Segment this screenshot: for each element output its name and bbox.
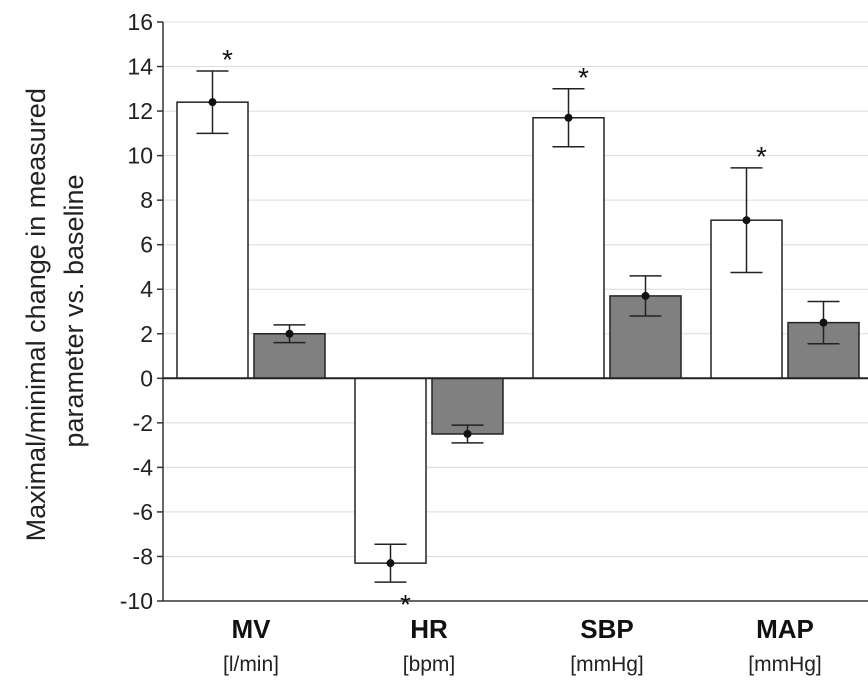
bar-sbp-1 [532, 117, 605, 380]
mean-point [463, 429, 472, 438]
category-labels: MV [l/min] HR [bpm] SBP [mmHg] MAP [mmHg] [223, 614, 822, 676]
y-tick-label: -4 [133, 454, 154, 480]
y-tick-label: -2 [133, 410, 153, 436]
significance-markers: * * * * [222, 44, 767, 620]
y-axis-label: Maximal/minimal change in measured param… [21, 81, 89, 542]
y-tick-label: 2 [140, 321, 153, 347]
mean-point [819, 318, 828, 327]
bar-hr-1 [354, 377, 427, 564]
mean-point [641, 291, 650, 300]
gridlines [163, 21, 868, 557]
y-tick-label: 12 [127, 98, 153, 124]
y-tick-label: 0 [140, 365, 153, 391]
category-unit-mv: [l/min] [223, 653, 279, 676]
y-tick-label: -6 [133, 499, 153, 525]
y-axis-label-line-2: parameter vs. baseline [59, 174, 89, 447]
y-tick-label: 10 [127, 143, 153, 169]
category-label-sbp: SBP [580, 614, 633, 644]
y-tick-label: 6 [140, 232, 153, 258]
significance-star: * [222, 44, 233, 75]
mean-point [742, 216, 751, 225]
axes [162, 22, 868, 602]
category-unit-sbp: [mmHg] [570, 653, 644, 676]
category-unit-hr: [bpm] [403, 653, 456, 676]
category-label-map: MAP [756, 614, 814, 644]
mean-point [208, 98, 217, 107]
category-unit-map: [mmHg] [748, 653, 822, 676]
category-label-hr: HR [410, 614, 448, 644]
bar-mv-1 [176, 101, 249, 380]
significance-star: * [578, 62, 589, 93]
category-label-mv: MV [232, 614, 272, 644]
mean-point [564, 113, 573, 122]
y-axis-label-line-1: Maximal/minimal change in measured [21, 88, 51, 541]
y-tick-label: 4 [140, 276, 153, 302]
bars [176, 101, 860, 564]
mean-point [386, 559, 395, 568]
y-tick-label: -10 [120, 588, 153, 614]
y-tick-label: -8 [133, 543, 153, 569]
y-tick-label: 16 [127, 9, 153, 35]
mean-point [285, 329, 294, 338]
significance-star: * [400, 589, 411, 620]
y-tick-labels: 16 14 12 10 8 6 4 2 0 -2 -4 -6 -8 -10 [120, 9, 163, 614]
y-tick-label: 8 [140, 187, 153, 213]
y-tick-label: 14 [127, 54, 153, 80]
error-bars [196, 70, 840, 583]
significance-star: * [756, 141, 767, 172]
